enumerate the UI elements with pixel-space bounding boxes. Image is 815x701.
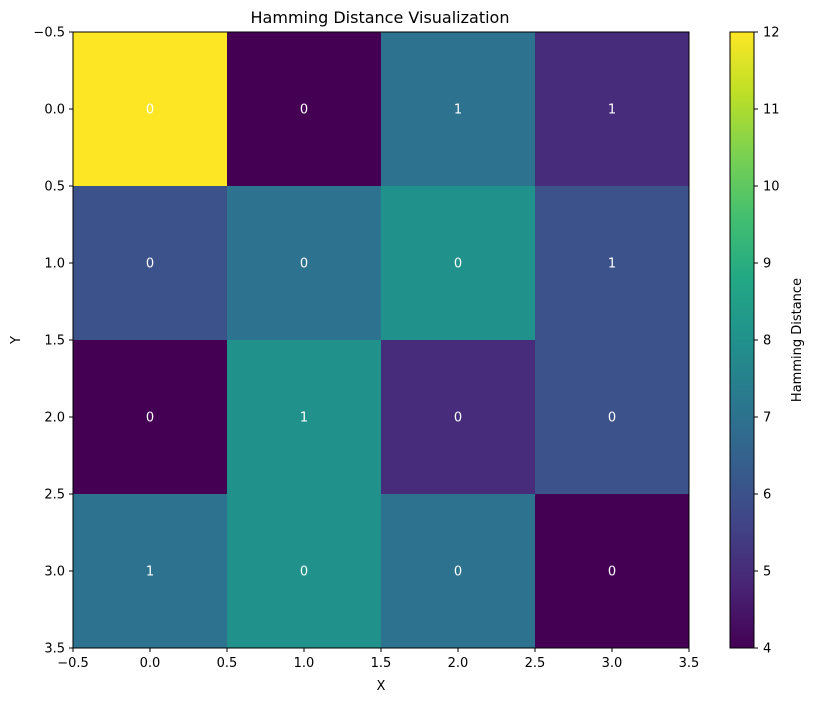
heatmap-cell-r2-c3 [535, 340, 689, 494]
heatmap-cell-r0-c0 [73, 32, 227, 186]
heatmap-cell-r3-c0 [73, 494, 227, 648]
colorbar-tick-label: 7 [763, 411, 771, 426]
cell-annotation-r0-c0: 0 [146, 103, 154, 118]
x-tick-label: 3.5 [679, 656, 700, 671]
cell-annotation-r1-c0: 0 [146, 257, 154, 272]
cell-annotation-r1-c2: 0 [454, 257, 462, 272]
cell-annotation-r1-c1: 0 [300, 257, 308, 272]
colorbar-label: Hamming Distance [790, 278, 805, 402]
heatmap-cell-r0-c3 [535, 32, 689, 186]
x-axis-label: X [377, 679, 386, 694]
cell-annotation-r2-c0: 0 [146, 411, 154, 426]
heatmap-cells [73, 32, 689, 648]
y-tick-label: 3.0 [44, 565, 65, 580]
colorbar-tick-label: 11 [763, 103, 780, 118]
x-tick-label: 1.0 [294, 656, 315, 671]
heatmap-cell-r1-c0 [73, 186, 227, 340]
heatmap-cell-r1-c3 [535, 186, 689, 340]
x-tick-label: 2.0 [448, 656, 469, 671]
cell-annotation-r0-c2: 1 [454, 103, 462, 118]
x-tick-label: 0.0 [140, 656, 161, 671]
colorbar-tick-label: 8 [763, 334, 771, 349]
y-tick-label: −0.5 [33, 26, 65, 41]
y-tick-label: 2.5 [44, 488, 65, 503]
y-axis-ticks: −0.5 0.0 0.5 1.0 1.5 2.0 2.5 3.0 3.5 [33, 26, 73, 657]
y-tick-label: 3.5 [44, 642, 65, 657]
y-tick-label: 2.0 [44, 411, 65, 426]
colorbar-ticks: 4 5 6 7 8 9 10 11 12 [754, 26, 780, 657]
x-tick-label: 2.5 [525, 656, 546, 671]
x-axis-ticks: −0.5 0.0 0.5 1.0 1.5 2.0 2.5 3.0 3.5 [57, 648, 699, 671]
cell-annotation-r3-c3: 0 [608, 565, 616, 580]
colorbar-tick-label: 5 [763, 565, 771, 580]
cell-annotation-r1-c3: 1 [608, 257, 616, 272]
heatmap-cell-r0-c1 [227, 32, 381, 186]
cell-annotation-r3-c0: 1 [146, 565, 154, 580]
cell-annotation-r3-c2: 0 [454, 565, 462, 580]
heatmap-cell-r3-c2 [381, 494, 535, 648]
cell-annotations: 0 0 1 1 0 0 0 1 0 1 0 0 1 0 0 0 [146, 103, 616, 580]
x-tick-label: 3.0 [602, 656, 623, 671]
x-tick-label: 0.5 [217, 656, 238, 671]
y-tick-label: 0.0 [44, 103, 65, 118]
heatmap-cell-r3-c1 [227, 494, 381, 648]
heatmap-cell-r1-c2 [381, 186, 535, 340]
heatmap-cell-r2-c0 [73, 340, 227, 494]
heatmap-cell-r2-c2 [381, 340, 535, 494]
heatmap-cell-r3-c3 [535, 494, 689, 648]
heatmap-cell-r1-c1 [227, 186, 381, 340]
cell-annotation-r0-c1: 0 [300, 103, 308, 118]
heatmap-cell-r0-c2 [381, 32, 535, 186]
colorbar-tick-label: 10 [763, 180, 780, 195]
y-tick-label: 1.0 [44, 257, 65, 272]
chart-title: Hamming Distance Visualization [251, 8, 510, 27]
y-tick-label: 0.5 [44, 180, 65, 195]
cell-annotation-r2-c1: 1 [300, 411, 308, 426]
x-tick-label: −0.5 [57, 656, 89, 671]
y-axis-label: Y [9, 336, 24, 345]
y-tick-label: 1.5 [44, 334, 65, 349]
colorbar-tick-label: 4 [763, 642, 771, 657]
x-tick-label: 1.5 [371, 656, 392, 671]
cell-annotation-r2-c2: 0 [454, 411, 462, 426]
cell-annotation-r2-c3: 0 [608, 411, 616, 426]
heatmap-cell-r2-c1 [227, 340, 381, 494]
colorbar [729, 31, 755, 649]
cell-annotation-r0-c3: 1 [608, 103, 616, 118]
colorbar-tick-label: 12 [763, 26, 780, 41]
colorbar-tick-label: 6 [763, 488, 771, 503]
colorbar-tick-label: 9 [763, 257, 771, 272]
cell-annotation-r3-c1: 0 [300, 565, 308, 580]
